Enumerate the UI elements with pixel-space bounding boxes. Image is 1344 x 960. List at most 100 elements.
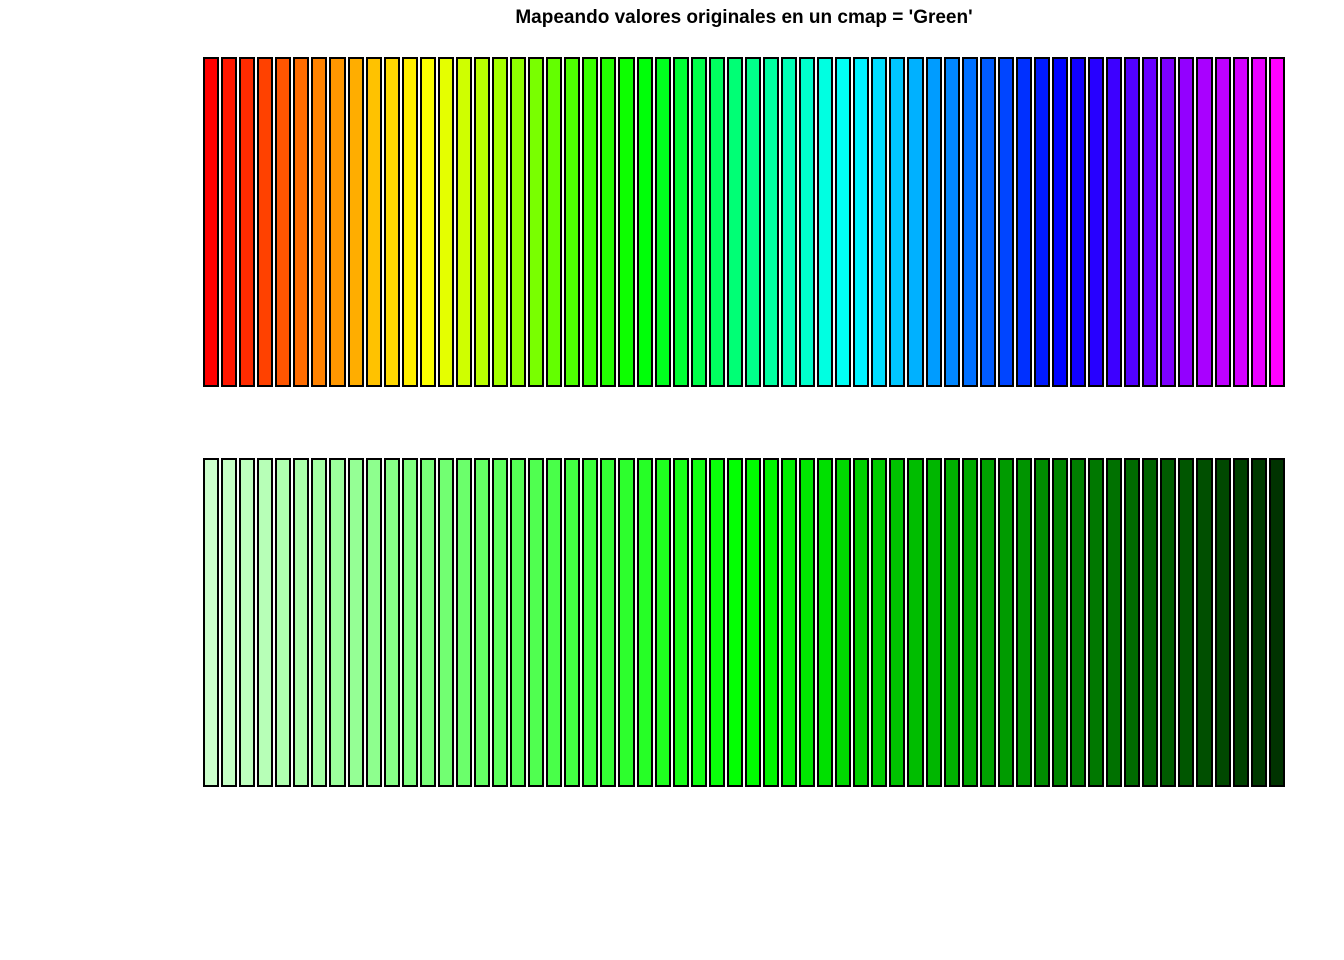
color-strip [257,458,274,787]
color-strip [853,458,870,787]
color-strip [1178,57,1195,387]
color-strip [1106,57,1123,387]
color-strip [1142,458,1159,787]
color-strip [781,458,798,787]
color-strip [1106,458,1123,787]
color-strip [365,458,382,787]
color-strip [708,458,725,787]
color-strip [871,458,888,787]
color-strip [600,57,617,387]
color-strip [1268,57,1285,387]
color-strip [1033,458,1050,787]
color-strip [1250,57,1267,387]
color-strip [871,57,888,387]
color-strip [383,57,400,387]
color-strip [564,57,581,387]
color-strip [1232,458,1249,787]
color-strip [744,458,761,787]
color-strip [510,458,527,787]
color-strip [817,57,834,387]
color-strip [473,57,490,387]
color-strip [925,458,942,787]
color-strip [907,57,924,387]
color-strip [221,57,238,387]
green-colorbar [203,458,1285,787]
color-strip [1088,458,1105,787]
color-strip [528,458,545,787]
color-strip [329,458,346,787]
color-strip [1268,458,1285,787]
color-strip [311,458,328,787]
color-strip [419,57,436,387]
color-strip [979,57,996,387]
color-strip [618,458,635,787]
color-strip [293,57,310,387]
color-strip [799,458,816,787]
color-strip [203,458,220,787]
color-strip [744,57,761,387]
color-strip [329,57,346,387]
color-strip [1088,57,1105,387]
color-strip [455,458,472,787]
color-strip [1178,458,1195,787]
color-strip [997,57,1014,387]
color-strip [1196,458,1213,787]
rainbow-colorbar [203,57,1285,387]
color-strip [564,458,581,787]
color-strip [853,57,870,387]
color-strip [979,458,996,787]
color-strip [437,458,454,787]
color-strip [997,458,1014,787]
color-strip [528,57,545,387]
color-strip [672,458,689,787]
color-strip [762,458,779,787]
color-strip [437,57,454,387]
color-strip [510,57,527,387]
color-strip [455,57,472,387]
color-strip [672,57,689,387]
color-strip [943,458,960,787]
color-strip [365,57,382,387]
color-strip [473,458,490,787]
color-strip [889,57,906,387]
color-strip [1033,57,1050,387]
color-strip [1160,57,1177,387]
color-strip [799,57,816,387]
color-strip [1015,458,1032,787]
color-strip [889,458,906,787]
color-strip [762,57,779,387]
color-strip [636,458,653,787]
color-strip [654,57,671,387]
color-strip [1160,458,1177,787]
color-strip [546,57,563,387]
color-strip [690,57,707,387]
color-strip [654,458,671,787]
color-strip [582,458,599,787]
color-strip [1070,57,1087,387]
color-strip [401,57,418,387]
color-strip [600,458,617,787]
color-strip [726,57,743,387]
color-strip [239,458,256,787]
color-strip [907,458,924,787]
color-strip [1051,458,1068,787]
color-strip [1015,57,1032,387]
color-strip [347,57,364,387]
color-strip [961,57,978,387]
color-strip [492,57,509,387]
color-strip [492,458,509,787]
color-strip [239,57,256,387]
color-strip [1142,57,1159,387]
chart-title: Mapeando valores originales en un cmap =… [515,7,973,28]
color-strip [582,57,599,387]
color-strip [781,57,798,387]
color-strip [401,458,418,787]
color-strip [726,458,743,787]
color-strip [690,458,707,787]
color-strip [257,57,274,387]
color-strip [419,458,436,787]
color-strip [1051,57,1068,387]
color-strip [618,57,635,387]
color-strip [817,458,834,787]
